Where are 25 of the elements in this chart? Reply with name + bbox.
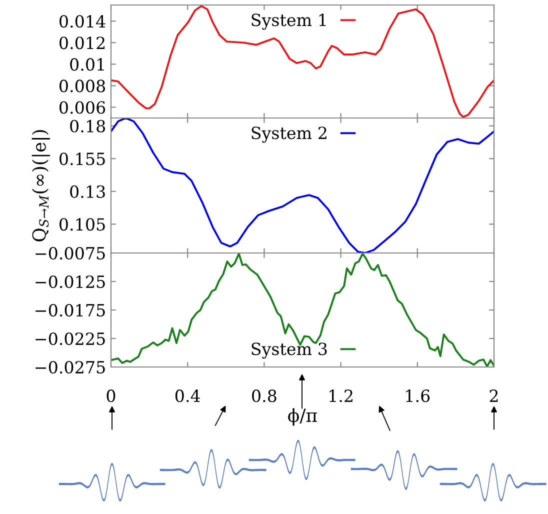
y-tick-label: 0.105 bbox=[60, 218, 105, 231]
y-tick-label: 0.008 bbox=[60, 80, 106, 92]
y-tick-label: 0.014 bbox=[60, 15, 106, 28]
x-tick-label: 0 bbox=[106, 390, 116, 402]
legend-label: System 2 bbox=[252, 126, 326, 143]
x-axis-title: ϕ/π bbox=[288, 408, 317, 426]
legend-label: System 1 bbox=[252, 14, 326, 30]
y-tick-label: 0.01 bbox=[70, 58, 104, 71]
y-tick-label: −0.0175 bbox=[36, 304, 105, 317]
y-axis-title: Q$_{S→M}$(∞)(|e|) bbox=[32, 130, 50, 242]
x-tick-label: 2 bbox=[490, 390, 498, 402]
y-tick-label: 0.155 bbox=[60, 152, 105, 166]
y-tick-label: 0.18 bbox=[70, 120, 106, 132]
y-tick-label: −0.0275 bbox=[36, 360, 105, 374]
x-tick-label: 1.6 bbox=[406, 390, 430, 402]
y-tick-label: −0.0125 bbox=[36, 275, 105, 288]
y-tick-label: 0.006 bbox=[60, 101, 106, 114]
y-tick-label: −0.0225 bbox=[36, 332, 105, 346]
y-tick-label: 0.13 bbox=[70, 185, 105, 198]
x-tick-label: 0.4 bbox=[175, 390, 200, 402]
y-tick-label: −0.0075 bbox=[36, 246, 105, 260]
y-tick-label: 0.012 bbox=[60, 36, 105, 50]
legend-label: System 3 bbox=[252, 342, 327, 359]
x-tick-label: 1.2 bbox=[330, 390, 352, 402]
x-tick-label: 0.8 bbox=[252, 390, 276, 402]
